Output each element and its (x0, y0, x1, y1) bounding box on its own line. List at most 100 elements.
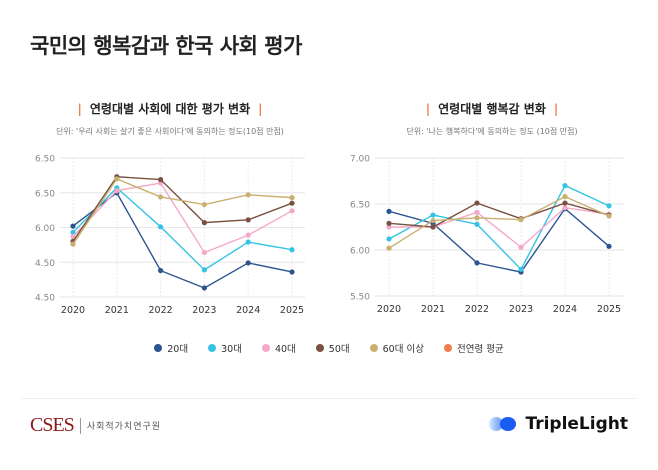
data-point-60대 이상 (201, 201, 207, 208)
data-point-50대 (474, 200, 480, 206)
series-line-20대 (388, 207, 610, 273)
x-tick-label: 2024 (553, 304, 577, 315)
data-point-20대 (158, 267, 164, 274)
legend-dot-icon (154, 344, 163, 352)
x-tick-label: 2025 (280, 305, 304, 316)
data-point-20대 (201, 285, 207, 291)
data-point-60대 이상 (430, 217, 436, 224)
page-title: 국민의 행복감과 한국 사회 평가 (30, 34, 302, 58)
chart-0: 6.50 6.50 6.00 4.50 4.50 2020 2021 2022 2023 2024… (35, 155, 305, 316)
x-tick-label: 2025 (597, 304, 621, 315)
legend-item: 20대 (154, 341, 188, 355)
legend-item: 50대 (315, 341, 350, 355)
x-tick-label: 2022 (465, 304, 489, 315)
data-point-30대 (201, 267, 207, 273)
data-point-30대 (158, 224, 164, 230)
legend-label: 40대 (274, 344, 296, 355)
legend-item: 60대 이상 (369, 341, 424, 355)
series-line-30대 (72, 186, 293, 271)
legend-label: 30대 (221, 344, 242, 355)
x-tick-label: 2020 (377, 304, 401, 315)
data-point-40대 (474, 209, 480, 215)
x-tick-label: 2023 (192, 305, 216, 316)
triplelight-mark-icon (489, 417, 517, 431)
data-point-30대 (518, 266, 524, 272)
data-point-60대 이상 (114, 176, 120, 182)
legend-dot-icon (315, 344, 324, 352)
cses-name: 사회적가치연구원 (86, 422, 162, 432)
data-point-30대 (289, 247, 295, 253)
data-point-60대 이상 (606, 213, 612, 219)
data-point-20대 (245, 260, 251, 266)
data-point-40대 (245, 232, 251, 238)
legend-dot-icon (443, 344, 452, 352)
data-point-60대 이상 (70, 241, 76, 247)
data-point-30대 (606, 203, 612, 209)
data-point-50대 (562, 200, 568, 206)
x-tick-label: 2024 (236, 305, 260, 316)
legend-item: 40대 (261, 341, 296, 355)
chart-1: 7.00 6.50 6.00 5.50 2020 2021 2022 2023 2024 2025 (350, 155, 624, 315)
data-point-50대 (158, 176, 164, 183)
y-tick-label: 6.50 (350, 201, 370, 211)
legend-label: 전연령 평균 (456, 344, 504, 355)
legend-dot-icon (369, 344, 378, 352)
chart-subtitle-happiness: 단위: '나는 행복하다'에 동의하는 정도 (10점 만점) (406, 127, 578, 136)
legend-item: 전연령 평균 (443, 341, 504, 355)
y-tick-label: 5.50 (350, 293, 370, 303)
data-point-50대 (201, 220, 207, 226)
data-point-30대 (474, 221, 480, 227)
legend-dot-icon (208, 344, 217, 352)
data-point-40대 (562, 205, 568, 211)
series-line-40대 (72, 182, 293, 254)
series-line-20대 (72, 191, 293, 289)
data-point-20대 (386, 208, 392, 214)
series-line-50대 (388, 202, 610, 228)
legend-label: 20대 (167, 344, 189, 355)
chart-title-society: | 연령대별 사회에 대한 평가 변화 | (69, 100, 270, 117)
x-tick-label: 2022 (149, 305, 173, 316)
x-tick-label: 2023 (509, 304, 533, 315)
series-line-60대 이상 (388, 195, 610, 249)
data-point-60대 이상 (562, 194, 568, 200)
data-point-30대 (70, 229, 76, 235)
accent-bar-icon: | (553, 102, 559, 116)
chart-title-happiness: | 연령대별 행복감 변화 | (418, 100, 567, 117)
y-tick-label: 7.00 (350, 155, 370, 165)
y-tick-label: 4.50 (35, 259, 55, 269)
data-point-30대 (562, 183, 568, 189)
data-point-40대 (114, 188, 120, 194)
data-point-20대 (289, 269, 295, 275)
data-point-40대 (201, 249, 207, 256)
data-point-60대 이상 (289, 195, 295, 201)
data-point-50대 (386, 220, 392, 226)
triplelight-name: TripleLight (525, 414, 628, 434)
data-point-60대 이상 (158, 194, 164, 200)
data-point-30대 (386, 236, 392, 242)
data-point-50대 (430, 224, 436, 230)
chart-title-text: 연령대별 사회에 대한 평가 변화 (89, 102, 251, 116)
accent-bar-icon: | (258, 102, 263, 116)
y-tick-label: 6.50 (35, 189, 55, 199)
data-point-50대 (289, 200, 295, 206)
chart-title-text: 연령대별 행복감 변화 (438, 102, 546, 116)
accent-bar-icon: | (77, 102, 82, 116)
cses-logo-mark: CSES (30, 414, 75, 436)
data-point-40대 (518, 244, 524, 250)
data-point-50대 (245, 217, 251, 223)
x-tick-label: 2021 (105, 305, 129, 316)
data-point-30대 (245, 239, 251, 245)
data-point-20대 (606, 243, 612, 249)
x-tick-label: 2021 (421, 304, 445, 315)
chart-subtitle-society: 단위: '우리 사회는 살기 좋은 사회이다'에 동의하는 정도(10점 만점) (56, 127, 284, 136)
charts-canvas: 6.50 6.50 6.00 4.50 4.50 2020 2021 2022 2023 2024… (35, 155, 624, 316)
legend: 20대 30대 40대 50대 60대 이상 전연령 평균 (0, 341, 658, 355)
triplelight-logo: TripleLight (487, 414, 628, 434)
y-tick-label: 6.00 (35, 224, 55, 234)
data-point-60대 이상 (245, 192, 251, 198)
legend-item: 30대 (208, 341, 242, 355)
data-point-20대 (474, 260, 480, 266)
x-tick-label: 2020 (61, 305, 85, 316)
data-point-40대 (70, 233, 76, 240)
series-line-50대 (72, 176, 293, 242)
